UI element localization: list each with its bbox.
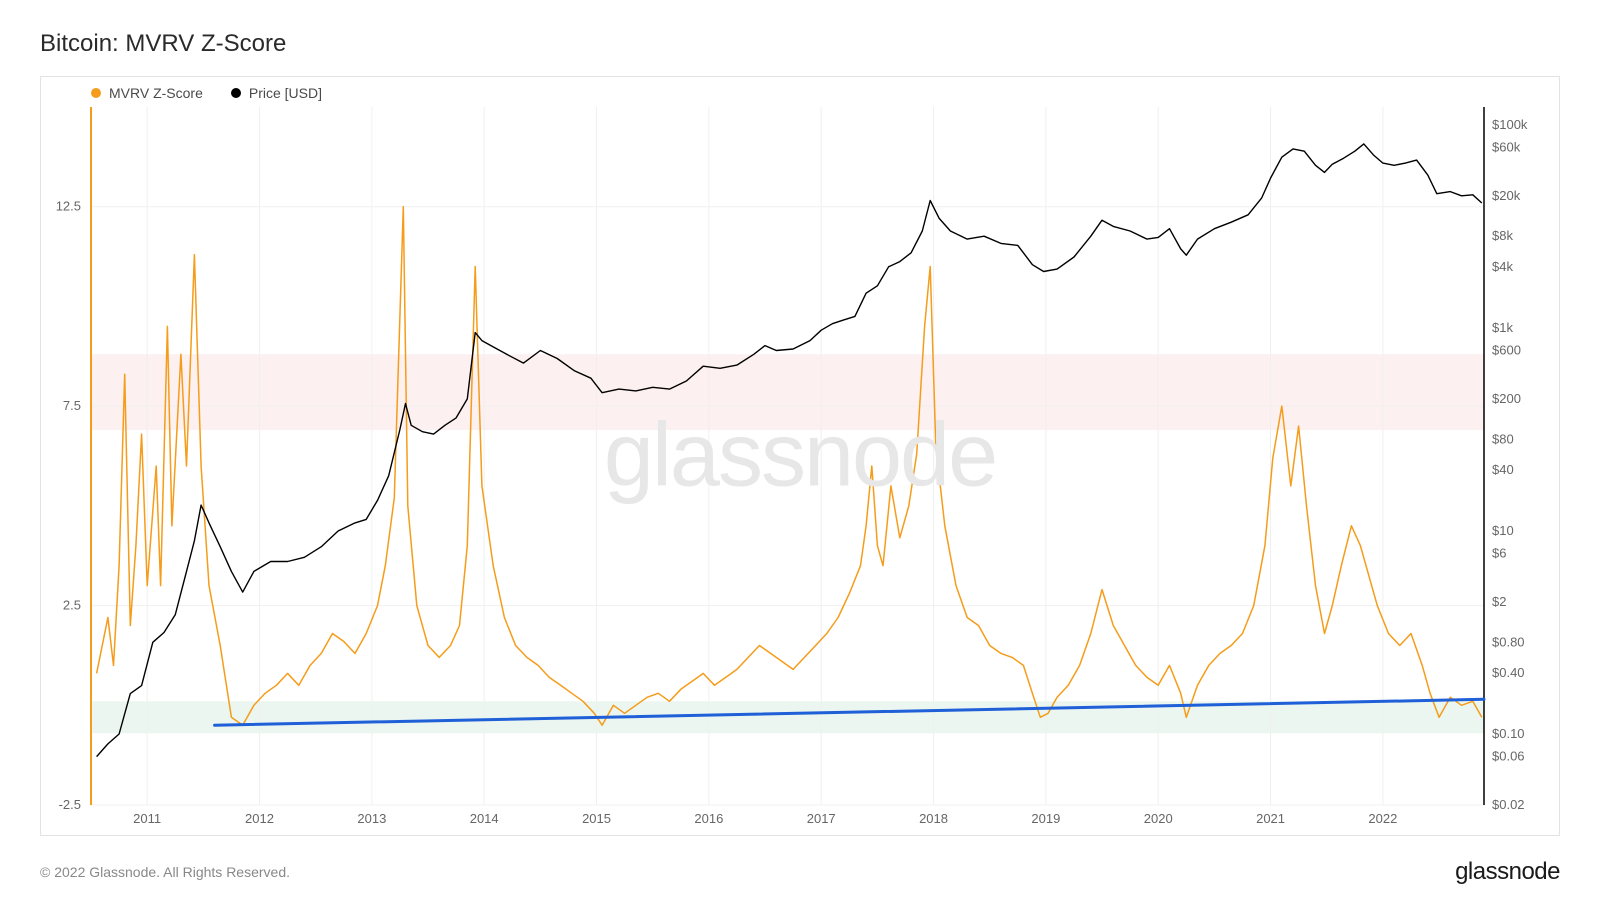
svg-text:$8k: $8k <box>1492 228 1513 243</box>
svg-text:2018: 2018 <box>919 811 948 826</box>
svg-text:2022: 2022 <box>1368 811 1397 826</box>
svg-text:2021: 2021 <box>1256 811 1285 826</box>
svg-text:$0.80: $0.80 <box>1492 634 1525 649</box>
svg-text:$100k: $100k <box>1492 117 1528 132</box>
svg-text:$40: $40 <box>1492 462 1514 477</box>
legend-label: Price [USD] <box>249 85 322 101</box>
svg-text:2017: 2017 <box>807 811 836 826</box>
svg-text:$6: $6 <box>1492 546 1506 561</box>
legend-item-mvrv[interactable]: MVRV Z-Score <box>91 85 203 101</box>
svg-text:$0.02: $0.02 <box>1492 797 1525 812</box>
svg-text:$60k: $60k <box>1492 139 1521 154</box>
svg-text:-2.5: -2.5 <box>59 797 81 812</box>
svg-text:2015: 2015 <box>582 811 611 826</box>
svg-text:12.5: 12.5 <box>56 199 81 214</box>
legend-label: MVRV Z-Score <box>109 85 203 101</box>
svg-text:2011: 2011 <box>133 811 161 826</box>
svg-text:$4k: $4k <box>1492 259 1513 274</box>
legend-item-price[interactable]: Price [USD] <box>231 85 322 101</box>
svg-text:$2: $2 <box>1492 594 1506 609</box>
svg-text:2013: 2013 <box>357 811 386 826</box>
svg-text:$200: $200 <box>1492 391 1521 406</box>
legend-dot <box>91 88 101 98</box>
svg-text:2020: 2020 <box>1144 811 1173 826</box>
svg-text:2.5: 2.5 <box>63 598 81 613</box>
svg-text:$0.10: $0.10 <box>1492 726 1525 741</box>
chart-container: MVRV Z-Score Price [USD] glassnode 20112… <box>40 76 1560 836</box>
svg-text:$1k: $1k <box>1492 320 1513 335</box>
svg-text:$0.06: $0.06 <box>1492 749 1525 764</box>
chart-title: Bitcoin: MVRV Z-Score <box>40 30 1560 58</box>
footer: © 2022 Glassnode. All Rights Reserved. g… <box>40 858 1560 886</box>
legend: MVRV Z-Score Price [USD] <box>91 85 322 101</box>
svg-text:2014: 2014 <box>470 811 499 826</box>
legend-dot <box>231 88 241 98</box>
copyright: © 2022 Glassnode. All Rights Reserved. <box>40 864 290 880</box>
brand-logo: glassnode <box>1455 858 1560 886</box>
svg-text:2016: 2016 <box>694 811 723 826</box>
svg-text:$20k: $20k <box>1492 188 1521 203</box>
svg-text:2019: 2019 <box>1031 811 1060 826</box>
svg-text:2012: 2012 <box>245 811 274 826</box>
svg-text:$600: $600 <box>1492 342 1521 357</box>
svg-text:$10: $10 <box>1492 523 1514 538</box>
svg-text:$80: $80 <box>1492 431 1514 446</box>
plot-area[interactable]: 2011201220132014201520162017201820192020… <box>91 107 1484 805</box>
svg-text:$0.40: $0.40 <box>1492 665 1525 680</box>
svg-text:7.5: 7.5 <box>63 398 81 413</box>
